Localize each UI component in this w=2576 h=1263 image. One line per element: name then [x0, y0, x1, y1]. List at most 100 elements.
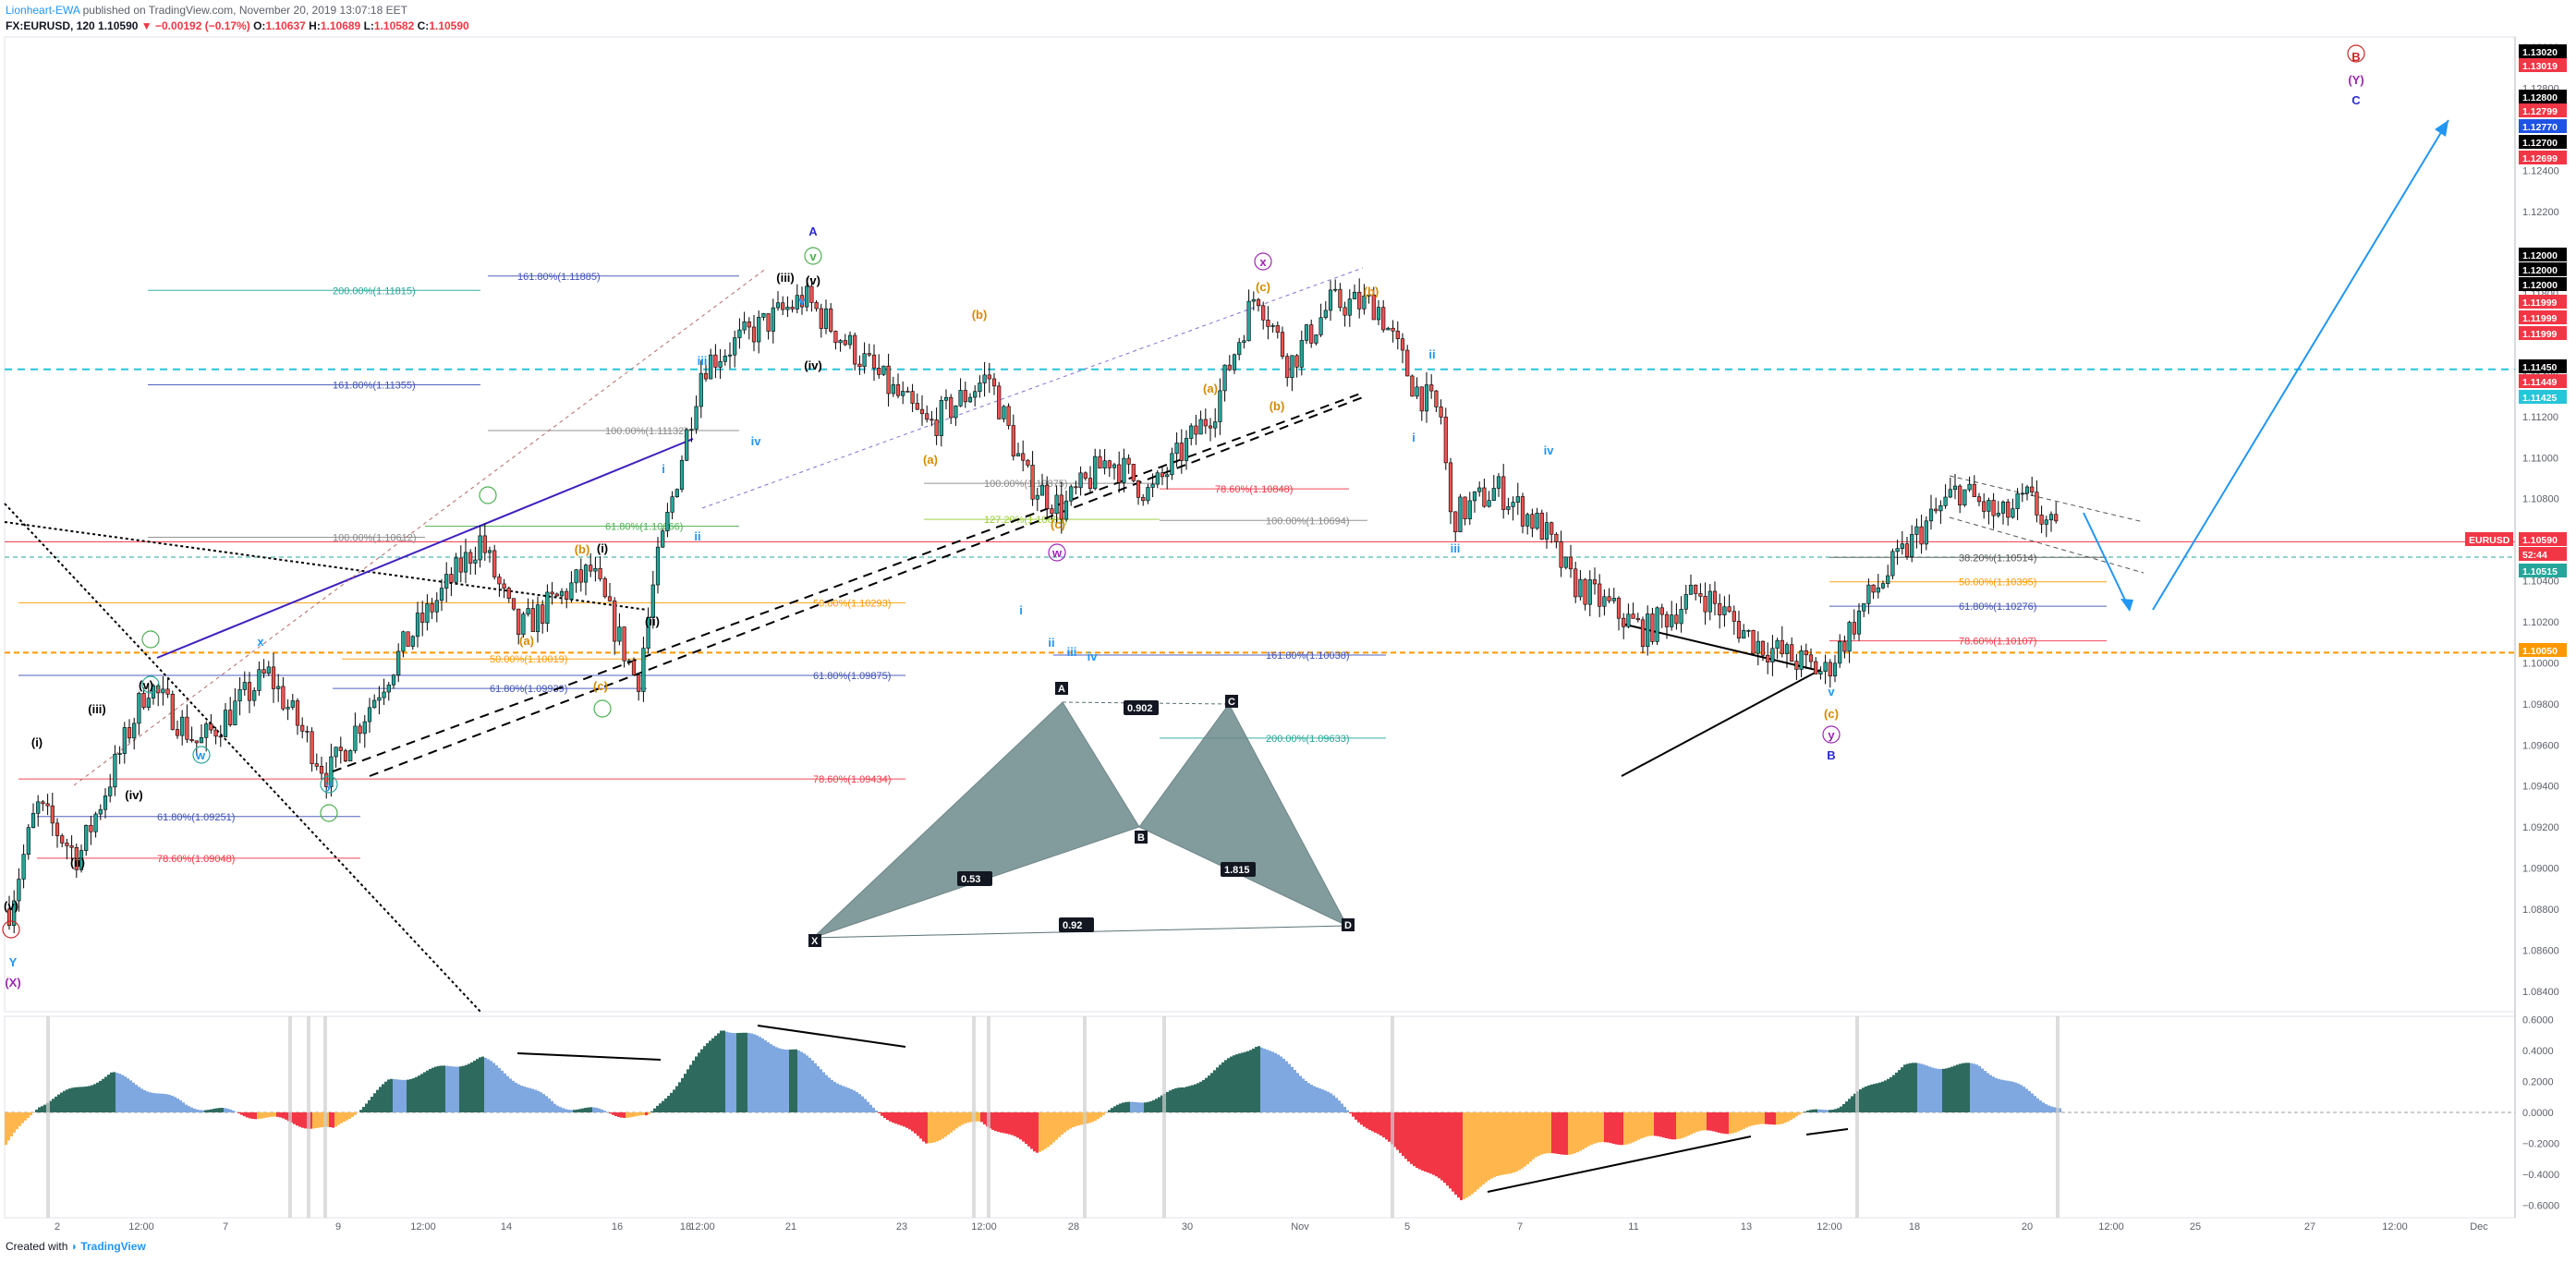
candle-body [353, 725, 358, 751]
osc-bar [1155, 1099, 1158, 1112]
fib-level-label: 200.00%(1.11815) [333, 285, 416, 297]
candle-body [1294, 355, 1299, 368]
candle [420, 601, 425, 637]
candle [613, 597, 617, 655]
y-tick-label: 1.11200 [2522, 412, 2558, 423]
candle [1487, 491, 1491, 508]
osc-bar [1804, 1111, 1806, 1112]
candle [506, 586, 511, 603]
candle [1208, 418, 1213, 442]
y-tick-label: 1.08800 [2522, 905, 2559, 916]
candle [372, 694, 377, 709]
candle-body [189, 739, 194, 742]
osc-bar [587, 1107, 589, 1112]
candle [1919, 515, 1924, 554]
candle [1338, 283, 1343, 312]
osc-bar [49, 1100, 52, 1112]
osc-bar [390, 1078, 393, 1112]
candle-body [276, 686, 281, 689]
wave-label: B [2351, 50, 2360, 64]
candle [862, 342, 867, 374]
candle [1453, 511, 1458, 542]
osc-bar [285, 1111, 287, 1120]
osc-bar [1948, 1067, 1950, 1112]
falling-wedge-lower [1949, 516, 2145, 574]
candle-body [1280, 332, 1285, 358]
osc-bar [1515, 1111, 1518, 1172]
price-badge-label: 1.11450 [2522, 362, 2558, 373]
candle-body [1021, 453, 1026, 461]
candle [694, 395, 699, 434]
candle-body [487, 550, 492, 553]
osc-bar [1798, 1111, 1801, 1115]
candle [703, 358, 709, 383]
osc-bar [1349, 1111, 1352, 1114]
osc-bar [1682, 1111, 1684, 1138]
candle-body [377, 697, 382, 701]
x-tick-label: 12:00 [410, 1221, 436, 1233]
candle [84, 824, 89, 856]
osc-bar [1019, 1111, 1022, 1140]
candle-body [1626, 613, 1631, 627]
candle [1415, 377, 1419, 400]
osc-bar [670, 1092, 673, 1112]
wave-label: i [1019, 603, 1023, 617]
osc-bar [1806, 1111, 1809, 1112]
candle-body [1477, 487, 1482, 492]
osc-bar [85, 1086, 88, 1112]
osc-bar [260, 1111, 262, 1119]
wave-label: (c) [1824, 707, 1839, 721]
candle [727, 342, 733, 369]
osc-bar [204, 1110, 207, 1112]
y-tick-label: 1.09600 [2522, 740, 2559, 751]
candle-body [1198, 419, 1203, 435]
osc-bar [2006, 1080, 2009, 1112]
osc-bar [7, 1111, 10, 1141]
candle [670, 491, 674, 520]
candle [1170, 447, 1174, 480]
candle-body [1419, 386, 1424, 412]
candle [261, 659, 266, 678]
osc-bar [1241, 1052, 1244, 1112]
y-tick-label: 1.10400 [2522, 577, 2559, 588]
candle-body [1381, 307, 1386, 331]
candle-body [1818, 671, 1823, 674]
candle [391, 674, 396, 689]
osc-bar [398, 1079, 401, 1112]
candle-body [1982, 501, 1987, 512]
candle [1928, 494, 1934, 530]
tradingview-logo[interactable]: ◗ TradingView [70, 1240, 146, 1253]
candle-body [185, 716, 189, 740]
candle-body [857, 363, 862, 368]
candle-body [1718, 602, 1722, 615]
author-link[interactable]: Lionheart-EWA [6, 4, 80, 17]
osc-bar [1554, 1111, 1557, 1154]
candle [1554, 532, 1559, 549]
osc-bar [66, 1089, 68, 1112]
osc-bar [293, 1111, 296, 1124]
candle-body [1751, 630, 1756, 654]
candle [795, 284, 799, 314]
candle [1866, 578, 1871, 614]
candle [775, 291, 781, 311]
osc-bar [1363, 1111, 1366, 1127]
osc-bar [468, 1063, 470, 1112]
candle-body [886, 365, 891, 395]
osc-bar [1551, 1111, 1554, 1154]
osc-bar [1213, 1070, 1216, 1112]
candle-body [60, 835, 65, 844]
osc-bar [1299, 1075, 1302, 1112]
candle [1871, 584, 1876, 600]
candle-body [795, 295, 799, 310]
candle [1102, 448, 1107, 475]
osc-bar [953, 1111, 955, 1131]
candle-body [1890, 551, 1895, 577]
wave-label: (Y) [2348, 73, 2363, 87]
candle [1039, 473, 1045, 496]
candle-body [535, 604, 541, 633]
candle [1155, 469, 1160, 489]
annotation-labels: (v)(i)(ii)(iii)(iv)(v)Y(X)iiiiiiivvwxy(a… [2, 44, 2365, 990]
candle [569, 571, 574, 603]
osc-bar [1687, 1111, 1690, 1136]
